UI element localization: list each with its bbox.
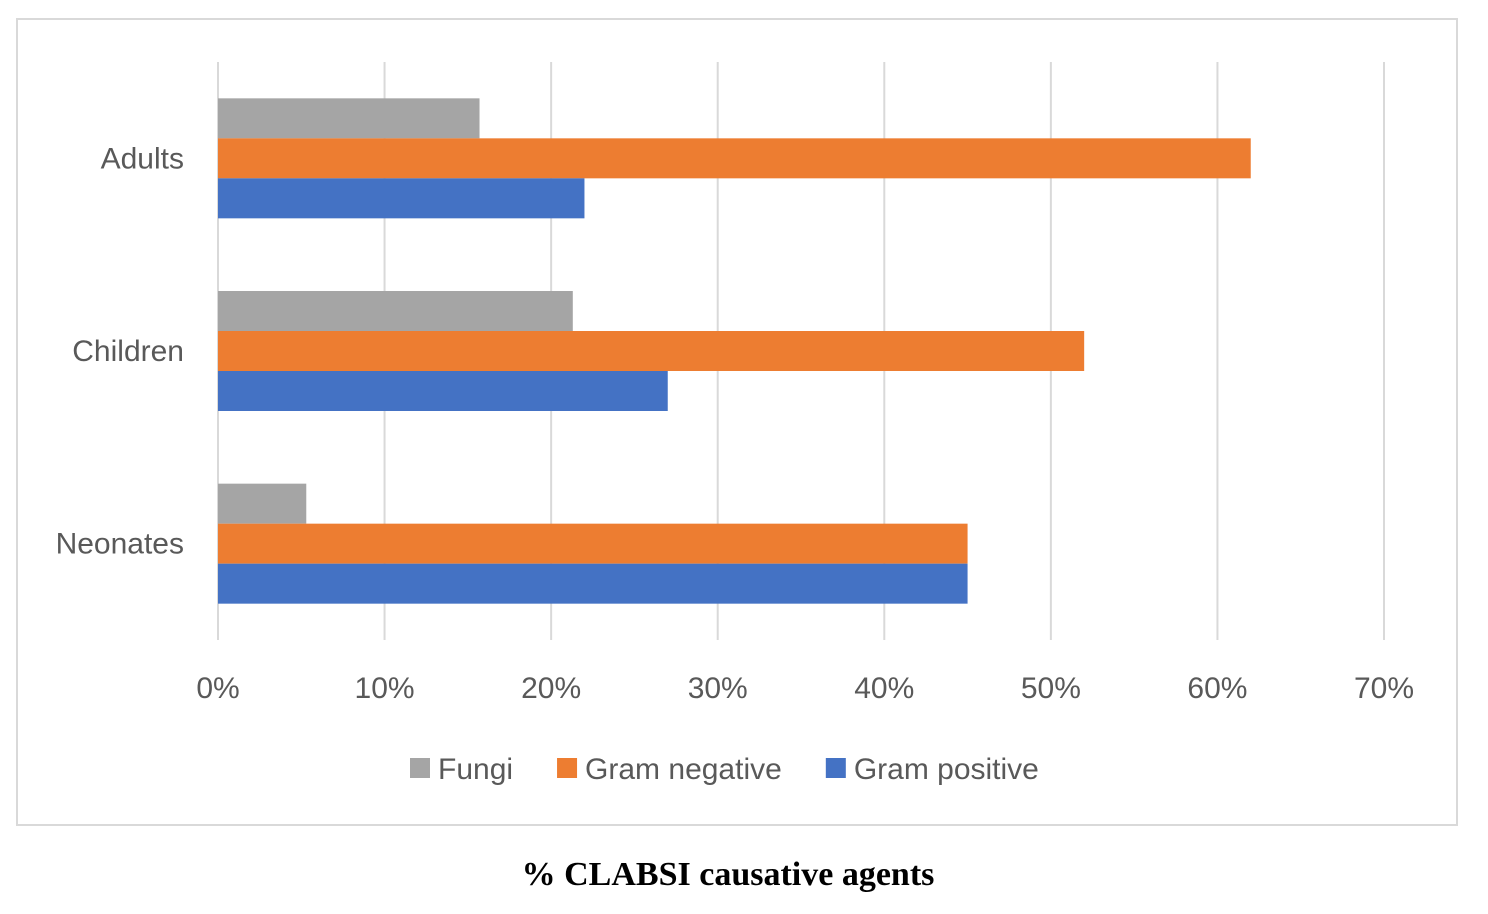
bar-neonates-fungi — [218, 483, 307, 524]
x-tick-label-7: 70% — [1354, 672, 1414, 705]
category-label-children: Children — [72, 335, 184, 368]
figure-caption: % CLABSI causative agents — [521, 856, 935, 893]
bars — [218, 98, 1251, 604]
bar-children-gram-negative — [218, 331, 1085, 371]
legend: Fungi Gram negative Gram positive — [410, 753, 1039, 786]
bar-adults-gram-negative — [218, 138, 1251, 179]
legend-label-gram-positive: Gram positive — [854, 753, 1039, 786]
bar-children-gram-positive — [218, 371, 668, 411]
category-label-neonates: Neonates — [56, 528, 184, 561]
legend-swatch-gram-positive — [825, 758, 846, 778]
x-tick-label-4: 40% — [854, 672, 914, 705]
bar-adults-gram-positive — [218, 178, 585, 219]
x-axis-tick-labels: 0% 10% 20% 30% 40% 50% 60% 70% — [196, 672, 1414, 705]
bar-neonates-gram-negative — [218, 523, 968, 564]
legend-swatch-fungi — [410, 758, 430, 778]
x-tick-label-3: 30% — [688, 672, 748, 705]
legend-swatch-gram-negative — [557, 758, 578, 778]
x-tick-label-0: 0% — [196, 672, 239, 705]
bar-neonates-gram-positive — [218, 563, 968, 604]
x-tick-label-6: 60% — [1187, 672, 1247, 705]
bar-children-fungi — [218, 291, 573, 331]
y-axis-category-labels: Adults Children Neonates — [56, 142, 184, 560]
legend-label-gram-negative: Gram negative — [585, 753, 782, 786]
bar-adults-fungi — [218, 98, 480, 139]
category-label-adults: Adults — [101, 142, 184, 175]
x-tick-label-1: 10% — [355, 672, 415, 705]
x-tick-label-5: 50% — [1021, 672, 1081, 705]
x-tick-label-2: 20% — [521, 672, 581, 705]
legend-label-fungi: Fungi — [438, 753, 513, 786]
